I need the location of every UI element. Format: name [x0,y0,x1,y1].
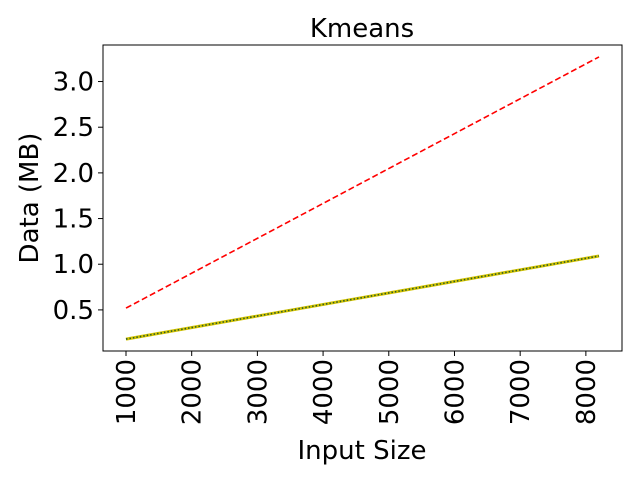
series-line-1 [125,56,600,309]
x-tick-label: 2000 [178,359,208,425]
x-axis-label: Input Size [298,436,427,466]
x-tick-label: 7000 [506,359,536,425]
y-axis-label: Data (MB) [15,133,45,264]
series-layer [125,56,600,341]
x-tick-label: 8000 [572,359,602,425]
plot-frame [102,44,623,352]
x-tick-label: 3000 [243,359,273,425]
chart-title: Kmeans [310,14,414,44]
y-tick-label: 1.5 [53,205,94,235]
y-axis: 0.5 1.0 1.5 2.0 2.5 3.0 [53,68,103,326]
x-tick-label: 1000 [112,359,142,425]
y-tick-label: 2.0 [53,159,94,189]
y-tick-label: 2.5 [53,113,94,143]
x-tick-label: 5000 [375,359,405,425]
series-line-2 [125,254,600,341]
y-tick-label: 3.0 [53,68,94,98]
y-tick-label: 0.5 [53,296,94,326]
series-line-3 [125,255,600,340]
y-tick-label: 1.0 [53,250,94,280]
x-axis: 1000 2000 3000 4000 5000 6000 7000 8000 [112,351,602,425]
x-tick-label: 6000 [441,359,471,425]
x-tick-label: 4000 [309,359,339,425]
